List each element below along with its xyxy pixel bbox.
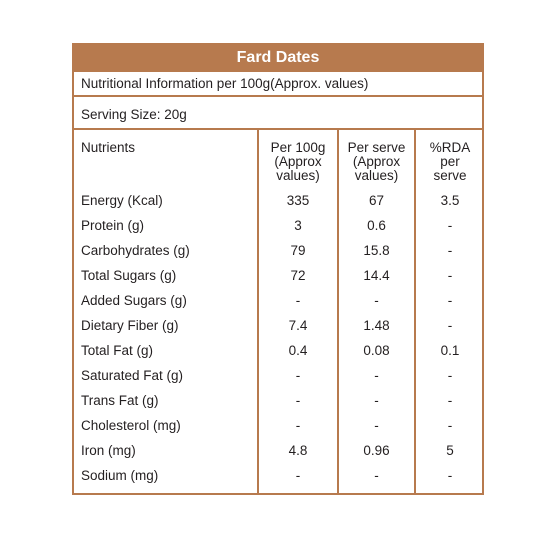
serving-size: Serving Size: 20g [81, 107, 187, 122]
divider [74, 128, 482, 130]
value-per-100g: - [295, 368, 301, 383]
nutrient-name: Energy (Kcal) [81, 193, 163, 208]
column-divider [257, 130, 259, 495]
value-per-100g: 79 [290, 243, 306, 258]
value-rda: - [447, 368, 453, 383]
table-row: Energy (Kcal) 335 67 3.5 [74, 188, 482, 213]
value-per-100g: 7.4 [288, 318, 308, 333]
value-per-serve: - [374, 418, 379, 433]
value-per-serve: 67 [368, 193, 385, 208]
table-row: Sodium (mg) - - - [74, 463, 482, 488]
nutrient-name: Cholesterol (mg) [81, 418, 181, 433]
nutrient-name: Total Fat (g) [81, 343, 154, 358]
header-rda-line: serve [433, 168, 467, 183]
header-per-100g: Per 100g (Approx values) [259, 141, 337, 183]
header-per-100g-line: Per 100g [270, 140, 326, 155]
nutrient-name: Sodium (mg) [81, 468, 159, 483]
value-per-serve: - [374, 468, 379, 483]
value-rda: - [447, 243, 453, 258]
value-per-serve: 0.08 [363, 343, 390, 358]
nutrient-name: Protein (g) [81, 218, 145, 233]
value-rda: - [447, 218, 453, 233]
value-rda: - [447, 318, 453, 333]
value-per-serve: 14.4 [363, 268, 390, 283]
header-per-serve-line: values) [354, 168, 399, 183]
value-rda: - [447, 468, 453, 483]
value-rda: - [447, 293, 453, 308]
header-per-serve-line: (Approx [352, 154, 401, 169]
header-per-100g-line: (Approx [274, 154, 322, 169]
header-rda-line: %RDA [429, 140, 471, 155]
table-row: Total Sugars (g) 72 14.4 - [74, 263, 482, 288]
table-row: Trans Fat (g) - - - [74, 388, 482, 413]
value-rda: 0.1 [440, 343, 460, 358]
value-per-100g: 3 [294, 218, 302, 233]
table-row: Carbohydrates (g) 79 15.8 - [74, 238, 482, 263]
value-per-serve: 0.6 [367, 218, 386, 233]
nutrient-name: Added Sugars (g) [81, 293, 187, 308]
value-per-100g: 72 [290, 268, 306, 283]
nutrition-info-line: Nutritional Information per 100g(Approx.… [81, 76, 369, 91]
divider [74, 493, 482, 495]
table-row: Dietary Fiber (g) 7.4 1.48 - [74, 313, 482, 338]
nutrient-name: Carbohydrates (g) [81, 243, 190, 258]
table-row: Cholesterol (mg) - - - [74, 413, 482, 438]
value-rda: 3.5 [440, 193, 460, 208]
nutrient-name: Dietary Fiber (g) [81, 318, 179, 333]
divider [74, 95, 482, 97]
table-row: Protein (g) 3 0.6 - [74, 213, 482, 238]
value-per-serve: - [374, 393, 379, 408]
value-per-serve: 1.48 [363, 318, 390, 333]
value-per-100g: 0.4 [288, 343, 308, 358]
column-divider [337, 130, 339, 495]
header-per-100g-line: values) [276, 168, 320, 183]
value-per-100g: - [295, 393, 301, 408]
value-per-100g: 335 [286, 193, 310, 208]
table-row: Saturated Fat (g) - - - [74, 363, 482, 388]
value-per-100g: 4.8 [288, 443, 308, 458]
header-per-serve: Per serve (Approx values) [339, 141, 414, 183]
column-divider [414, 130, 416, 495]
value-rda: - [447, 418, 453, 433]
header-rda-line: per [440, 154, 460, 169]
value-per-serve: - [374, 368, 379, 383]
nutrient-name: Total Sugars (g) [81, 268, 177, 283]
value-per-100g: - [295, 468, 301, 483]
nutrition-label: Fard Dates Nutritional Information per 1… [72, 43, 484, 495]
nutrient-name: Iron (mg) [81, 443, 136, 458]
table-row: Added Sugars (g) - - - [74, 288, 482, 313]
table-row: Iron (mg) 4.8 0.96 5 [74, 438, 482, 463]
label-title: Fard Dates [74, 43, 482, 72]
nutrient-name: Saturated Fat (g) [81, 368, 184, 383]
value-per-100g: - [295, 418, 301, 433]
value-rda: 5 [446, 443, 454, 458]
value-per-serve: 15.8 [363, 243, 390, 258]
value-per-100g: - [295, 293, 301, 308]
header-per-serve-line: Per serve [347, 140, 406, 155]
header-nutrients: Nutrients [81, 140, 136, 155]
nutrient-name: Trans Fat (g) [81, 393, 159, 408]
value-per-serve: - [374, 293, 379, 308]
value-rda: - [447, 393, 453, 408]
value-per-serve: 0.96 [363, 443, 390, 458]
header-rda: %RDA per serve [416, 141, 484, 183]
value-rda: - [447, 268, 453, 283]
table-row: Total Fat (g) 0.4 0.08 0.1 [74, 338, 482, 363]
